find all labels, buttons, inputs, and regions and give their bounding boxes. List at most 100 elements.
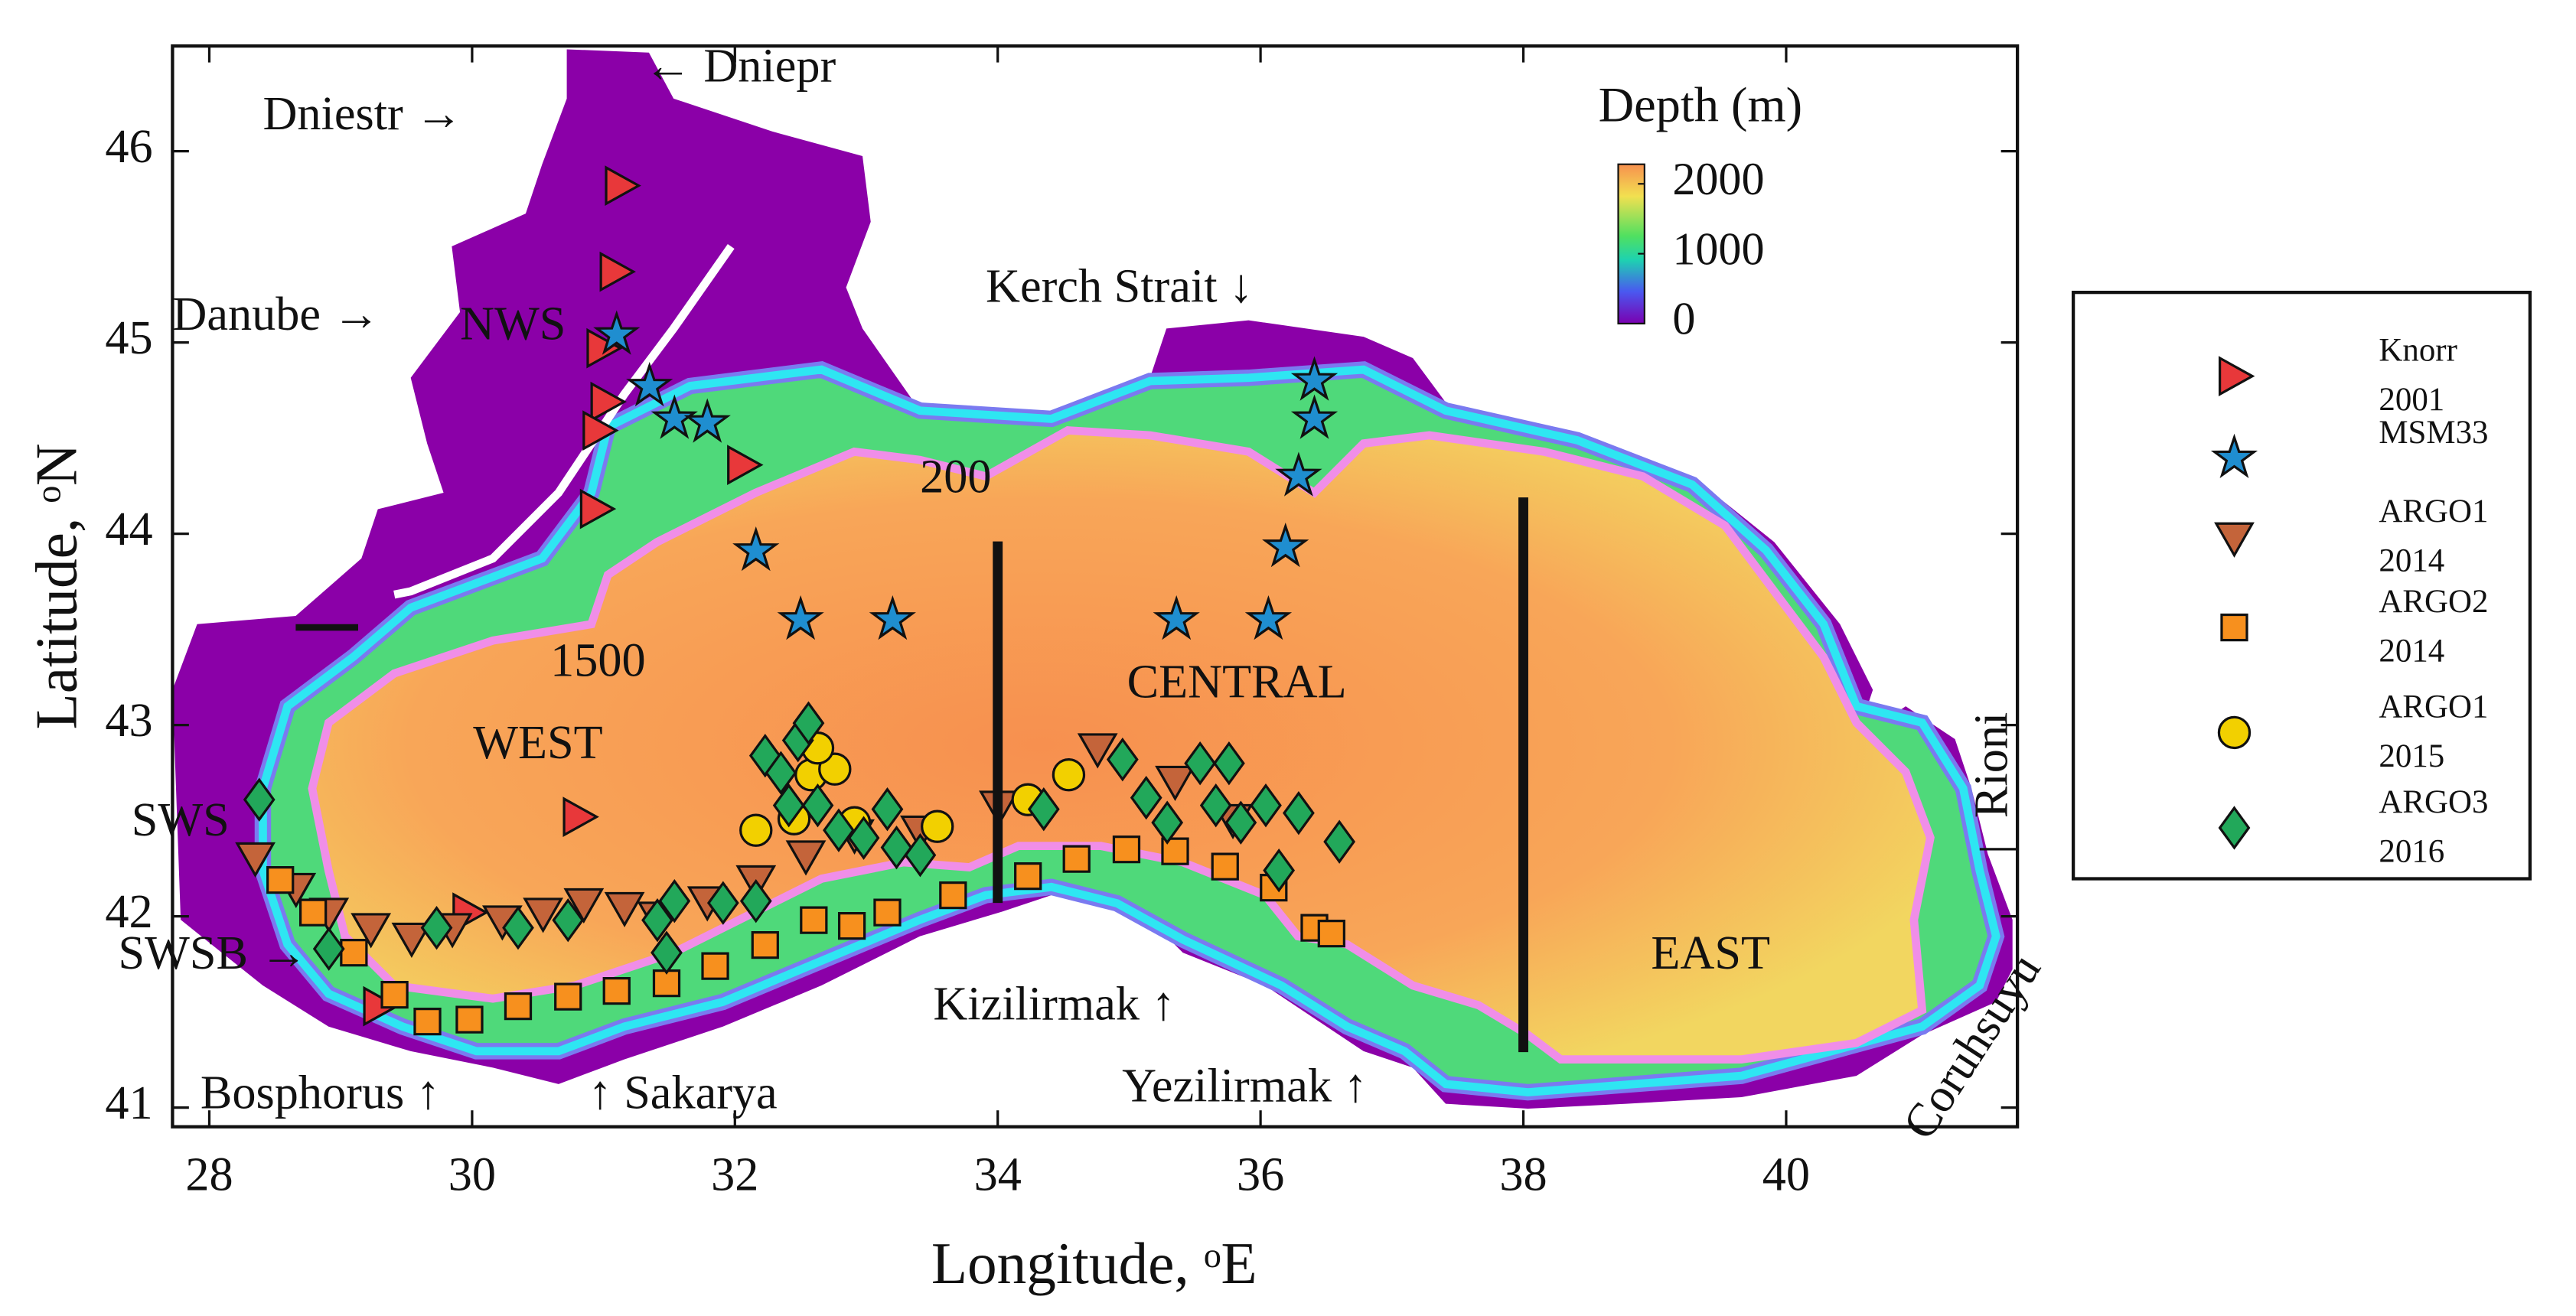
- annotation: NWS: [460, 298, 566, 350]
- station-marker: [1184, 741, 1217, 786]
- legend-label: ARGO1 2014: [2379, 494, 2496, 578]
- station-marker: [626, 361, 673, 407]
- station-marker: [1317, 920, 1345, 948]
- y-tick-label: 42: [105, 886, 152, 938]
- station-marker: [751, 931, 779, 959]
- station-marker: [1062, 845, 1091, 873]
- y-tick-label: 43: [105, 695, 152, 747]
- x-tick-label: 32: [711, 1149, 758, 1201]
- station-marker: [363, 985, 399, 1027]
- plot-frame: [171, 44, 2020, 1129]
- annotation: 1500: [550, 635, 646, 687]
- station-marker: [593, 310, 641, 355]
- x-tick-label: 34: [974, 1149, 1022, 1201]
- station-marker: [772, 783, 805, 828]
- annotation: 200: [920, 451, 991, 503]
- y-tick-label: 44: [105, 503, 152, 555]
- legend-marker: [2218, 806, 2251, 850]
- x-tick-label: 30: [448, 1149, 496, 1201]
- station-marker: [739, 813, 773, 847]
- map: [172, 49, 2018, 1109]
- station-marker: [652, 969, 681, 998]
- station-marker: [706, 881, 739, 925]
- station-marker: [1027, 787, 1060, 832]
- station-marker: [1106, 737, 1139, 782]
- station-marker: [351, 913, 392, 949]
- station-marker: [298, 898, 328, 927]
- station-marker: [1290, 356, 1339, 401]
- station-marker: [1077, 733, 1118, 769]
- y-tick-label: 45: [105, 312, 152, 364]
- annotation: SWS: [132, 794, 230, 846]
- station-marker: [523, 897, 563, 933]
- station-marker: [420, 905, 453, 950]
- legend-label: ARGO1 2015: [2379, 689, 2496, 774]
- annotation: Yezilirmak ↑: [1122, 1060, 1367, 1112]
- station-marker: [801, 783, 834, 828]
- colorbar: [1617, 163, 1645, 325]
- annotation: Kizilirmak ↑: [933, 978, 1175, 1030]
- annotation: Kerch Strait ↓: [986, 260, 1253, 312]
- station-marker: [579, 488, 617, 529]
- x-tick-label: 28: [185, 1149, 233, 1201]
- station-marker: [602, 977, 631, 1005]
- station-marker: [563, 888, 605, 924]
- station-marker: [504, 992, 533, 1021]
- y-axis-label: Latitude, ᵒN: [23, 443, 89, 729]
- station-marker: [235, 842, 276, 878]
- station-marker: [1014, 862, 1042, 891]
- station-marker: [1155, 765, 1195, 802]
- station-marker: [939, 881, 967, 910]
- station-marker: [552, 897, 585, 943]
- station-marker: [1283, 790, 1315, 836]
- annotation: Rioni: [1966, 712, 2018, 818]
- station-marker: [340, 939, 368, 967]
- station-marker: [1213, 741, 1245, 786]
- legend-marker: [2218, 356, 2255, 396]
- station-marker: [1130, 775, 1162, 820]
- station-marker: [785, 840, 827, 876]
- legend-label: ARGO3 2016: [2379, 784, 2496, 869]
- station-marker: [871, 787, 904, 832]
- station-marker: [792, 701, 825, 745]
- annotation: Danube →: [172, 288, 380, 340]
- station-marker: [586, 327, 623, 369]
- station-marker: [1250, 783, 1282, 828]
- coastline: [393, 243, 735, 599]
- legend-label: Knorr 2001: [2379, 332, 2465, 417]
- station-marker: [605, 165, 641, 206]
- station-marker: [1262, 522, 1309, 568]
- colorbar-tick-label: 2000: [1672, 154, 1764, 205]
- annotation: Dniestr →: [262, 88, 462, 140]
- station-marker: [1153, 594, 1200, 640]
- station-marker: [380, 981, 409, 1009]
- station-marker: [921, 809, 954, 843]
- station-marker: [651, 394, 698, 439]
- station-marker: [312, 927, 345, 971]
- legend-label: ARGO2 2014: [2379, 584, 2496, 669]
- annotation: Bosphorus ↑: [201, 1067, 440, 1119]
- station-marker: [1244, 594, 1293, 640]
- station-marker: [562, 796, 599, 838]
- annotation: CENTRAL: [1127, 656, 1347, 708]
- station-marker: [701, 952, 729, 980]
- station-marker: [651, 930, 683, 975]
- station-marker: [554, 982, 582, 1011]
- colorbar-title: Depth (m): [1599, 78, 1802, 132]
- station-marker: [455, 1005, 484, 1034]
- station-marker: [837, 912, 866, 940]
- legend-marker: [2217, 715, 2252, 750]
- station-marker: [582, 410, 619, 451]
- colorbar-tick-label: 1000: [1672, 223, 1764, 275]
- station-marker: [1290, 394, 1339, 439]
- y-tick-label: 46: [105, 121, 152, 173]
- station-marker: [1224, 800, 1257, 845]
- station-marker: [869, 594, 916, 640]
- station-marker: [391, 922, 432, 959]
- station-marker: [658, 878, 691, 923]
- station-marker: [1211, 852, 1239, 881]
- station-marker: [739, 878, 772, 923]
- contour-200: [259, 365, 2000, 1096]
- marks: [235, 165, 1356, 1036]
